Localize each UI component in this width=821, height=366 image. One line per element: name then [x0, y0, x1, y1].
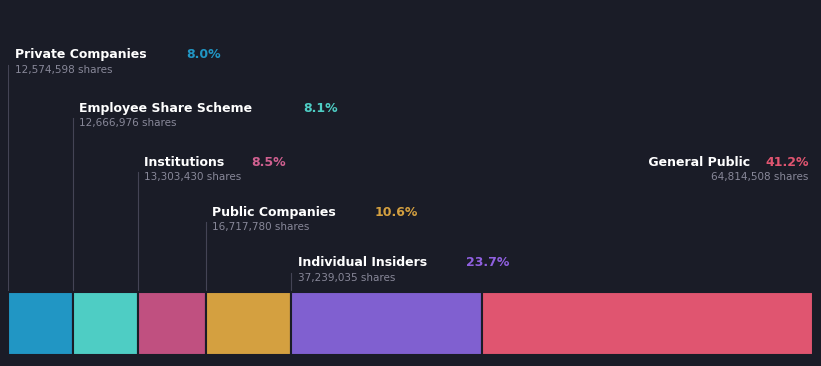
Text: 16,717,780 shares: 16,717,780 shares: [213, 223, 310, 232]
Bar: [8, 292, 72, 355]
Text: 12,574,598 shares: 12,574,598 shares: [15, 65, 112, 75]
Bar: [138, 292, 206, 355]
Bar: [482, 292, 813, 355]
Text: 23.7%: 23.7%: [466, 256, 510, 269]
Bar: [206, 292, 291, 355]
Text: 13,303,430 shares: 13,303,430 shares: [144, 172, 241, 182]
Text: 10.6%: 10.6%: [374, 206, 418, 219]
Text: Employee Share Scheme: Employee Share Scheme: [79, 102, 256, 115]
Text: Public Companies: Public Companies: [213, 206, 341, 219]
Text: Institutions: Institutions: [144, 156, 229, 169]
Text: 12,666,976 shares: 12,666,976 shares: [79, 119, 177, 128]
Bar: [291, 292, 482, 355]
Text: 8.5%: 8.5%: [251, 156, 286, 169]
Text: Private Companies: Private Companies: [15, 48, 150, 61]
Text: 8.1%: 8.1%: [304, 102, 338, 115]
Text: Individual Insiders: Individual Insiders: [297, 256, 431, 269]
Text: 8.0%: 8.0%: [186, 48, 221, 61]
Text: General Public: General Public: [644, 156, 750, 169]
Text: 37,239,035 shares: 37,239,035 shares: [297, 273, 395, 283]
Text: 64,814,508 shares: 64,814,508 shares: [711, 172, 809, 182]
Bar: [72, 292, 138, 355]
Text: 41.2%: 41.2%: [765, 156, 809, 169]
